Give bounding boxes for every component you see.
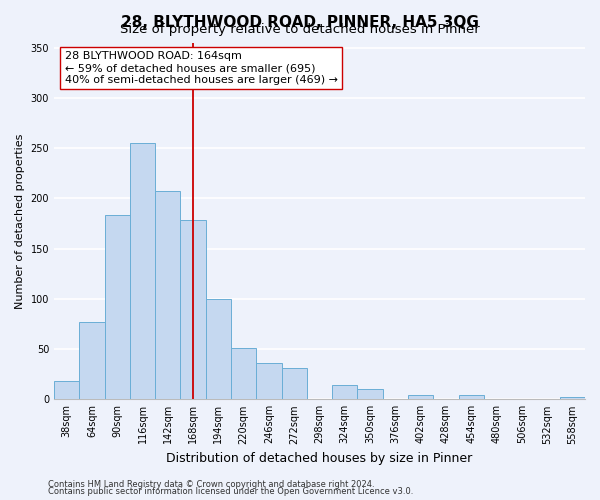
Bar [130, 143, 155, 400]
Text: Contains public sector information licensed under the Open Government Licence v3: Contains public sector information licen… [48, 487, 413, 496]
Bar [256, 363, 281, 400]
Bar [206, 299, 231, 400]
Y-axis label: Number of detached properties: Number of detached properties [15, 133, 25, 308]
Text: 28, BLYTHWOOD ROAD, PINNER, HA5 3QG: 28, BLYTHWOOD ROAD, PINNER, HA5 3QG [121, 15, 479, 30]
Bar [332, 385, 358, 400]
X-axis label: Distribution of detached houses by size in Pinner: Distribution of detached houses by size … [166, 452, 473, 465]
Bar [181, 220, 206, 400]
Bar [408, 396, 433, 400]
Bar [458, 396, 484, 400]
Text: 28 BLYTHWOOD ROAD: 164sqm
← 59% of detached houses are smaller (695)
40% of semi: 28 BLYTHWOOD ROAD: 164sqm ← 59% of detac… [65, 52, 338, 84]
Text: Contains HM Land Registry data © Crown copyright and database right 2024.: Contains HM Land Registry data © Crown c… [48, 480, 374, 489]
Title: 28, BLYTHWOOD ROAD, PINNER, HA5 3QG
Size of property relative to detached houses: 28, BLYTHWOOD ROAD, PINNER, HA5 3QG Size… [0, 499, 1, 500]
Bar [54, 381, 79, 400]
Bar [79, 322, 104, 400]
Bar [231, 348, 256, 400]
Bar [155, 192, 181, 400]
Text: Size of property relative to detached houses in Pinner: Size of property relative to detached ho… [120, 22, 480, 36]
Bar [358, 390, 383, 400]
Bar [104, 216, 130, 400]
Bar [281, 368, 307, 400]
Bar [560, 398, 585, 400]
